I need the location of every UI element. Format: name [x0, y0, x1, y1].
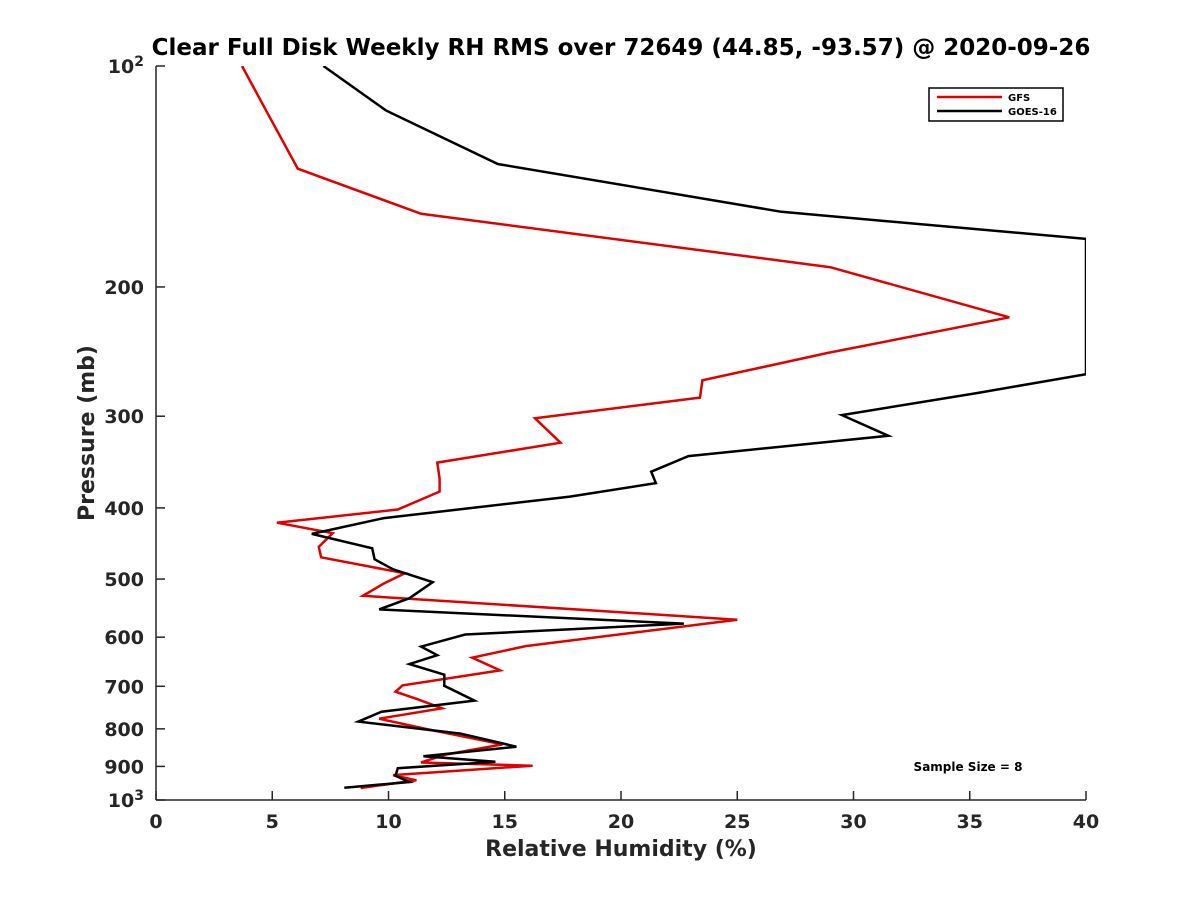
y-tick-label: 500 [104, 569, 144, 591]
x-tick-label: 5 [266, 811, 279, 833]
y-tick-label: 102 [108, 54, 144, 78]
sample-size-annotation: Sample Size = 8 [914, 760, 1023, 774]
y-tick-label: 600 [104, 627, 144, 649]
y-axis: 200 300 400 500 600 700 800 900 102 103 [104, 54, 165, 812]
x-axis-label: Relative Humidity (%) [485, 837, 757, 862]
legend-box [928, 87, 1064, 122]
x-tick-label: 0 [149, 811, 162, 833]
y-tick-label: 900 [104, 756, 144, 778]
x-tick-label: 30 [840, 811, 866, 833]
x-axis: 0 5 10 15 20 25 30 35 40 [149, 791, 1099, 833]
y-tick-label: 800 [104, 719, 144, 741]
legend-label-gfs: GFS [1008, 93, 1030, 104]
y-tick-label: 400 [104, 498, 144, 520]
x-tick-label: 20 [608, 811, 634, 833]
legend: GFS GOES-16 [928, 87, 1064, 122]
x-tick-label: 40 [1073, 811, 1099, 833]
x-tick-label: 15 [492, 811, 518, 833]
y-tick-label: 300 [104, 406, 144, 428]
x-tick-label: 25 [724, 811, 750, 833]
x-tick-label: 35 [957, 811, 983, 833]
plot-area [240, 66, 1086, 790]
y-tick-label: 700 [104, 676, 144, 698]
y-axis-label: Pressure (mb) [75, 345, 100, 521]
y-tick-label: 103 [108, 788, 144, 812]
series-line-gfs [240, 66, 1010, 790]
legend-label-goes-16: GOES-16 [1008, 107, 1057, 118]
series-line-goes-16 [311, 66, 1086, 789]
x-tick-label: 10 [375, 811, 401, 833]
y-tick-label: 200 [104, 277, 144, 299]
chart-title: Clear Full Disk Weekly RH RMS over 72649… [152, 35, 1091, 61]
